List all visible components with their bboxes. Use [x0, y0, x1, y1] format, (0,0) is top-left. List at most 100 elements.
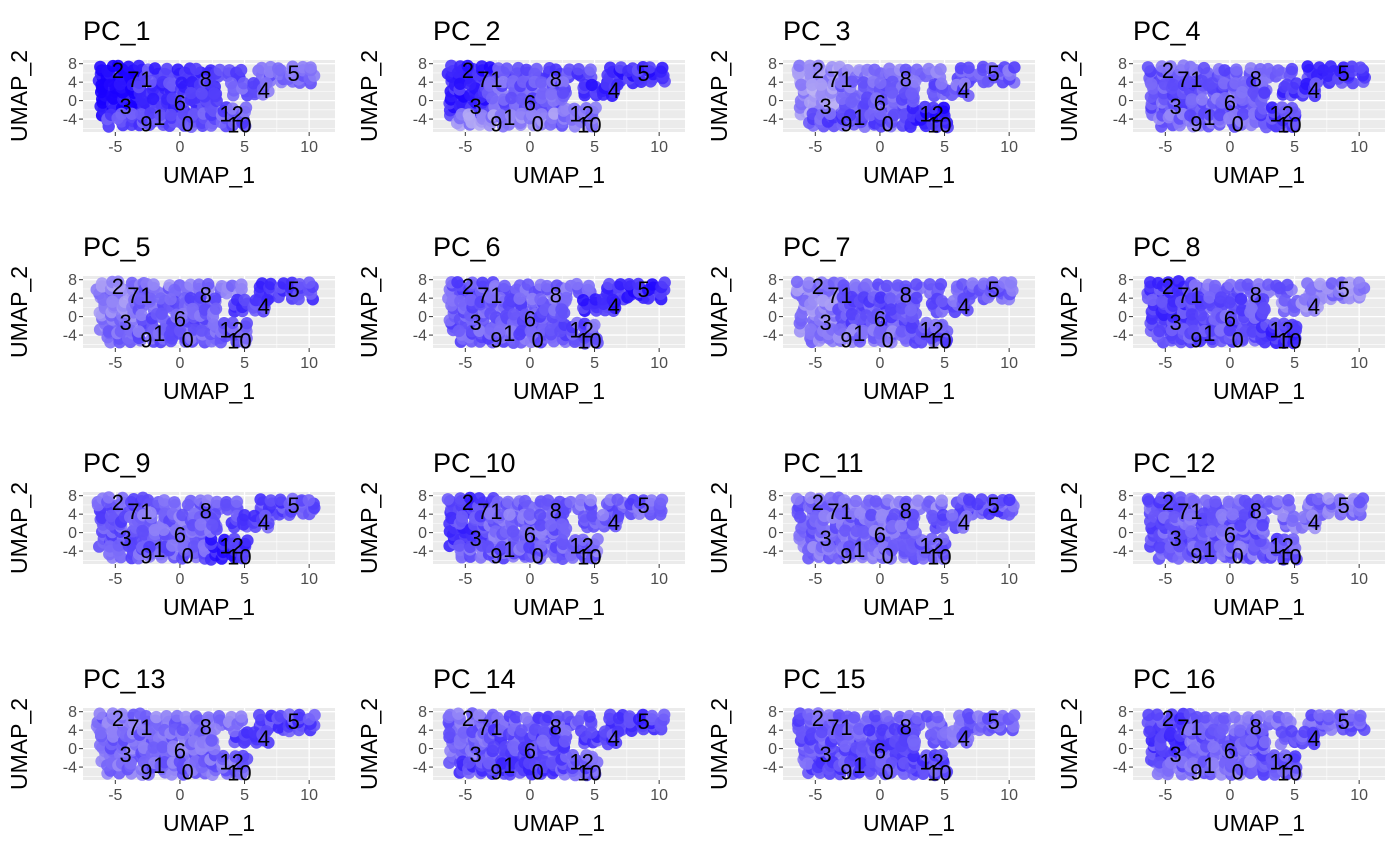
- y-axis-title: UMAP_2: [6, 50, 32, 142]
- x-tick-label: 0: [1225, 355, 1234, 372]
- cell-point: [135, 93, 148, 107]
- cell-point: [884, 303, 898, 316]
- y-axis-title: UMAP_2: [706, 482, 732, 574]
- cluster-label: 7: [1177, 499, 1189, 524]
- y-axis-title: UMAP_2: [356, 50, 382, 142]
- cell-point: [115, 107, 128, 121]
- x-tick-label: 10: [300, 355, 318, 372]
- cluster-label: 7: [127, 67, 139, 92]
- x-tick-label: -5: [458, 571, 472, 588]
- cluster-label: 1: [840, 283, 852, 308]
- cell-point: [910, 278, 923, 291]
- cluster-label: 1: [853, 537, 865, 562]
- panel-title: PC_6: [433, 232, 501, 262]
- cell-point: [656, 61, 669, 75]
- cluster-label: 10: [1277, 113, 1301, 138]
- cell-point: [884, 292, 897, 305]
- cell-point: [549, 63, 562, 76]
- cell-point: [519, 711, 533, 725]
- cluster-label: 10: [227, 113, 251, 138]
- cell-point: [934, 278, 948, 291]
- y-tick-label: 0: [68, 93, 77, 110]
- y-tick-label: 8: [768, 56, 777, 73]
- panel-title: PC_11: [783, 448, 864, 478]
- cluster-label: 1: [153, 537, 165, 562]
- cell-point: [1005, 276, 1018, 289]
- cell-point: [1206, 77, 1219, 90]
- x-tick-label: -5: [458, 787, 472, 804]
- cell-point: [208, 87, 221, 100]
- cell-point: [166, 92, 179, 105]
- cluster-label: 2: [112, 58, 124, 83]
- cluster-label: 7: [1177, 67, 1189, 92]
- y-tick-label: 0: [68, 525, 77, 542]
- cluster-label: 10: [227, 761, 251, 786]
- cluster-label: 3: [470, 310, 482, 335]
- panel-title: PC_15: [783, 664, 866, 694]
- cell-point: [235, 278, 248, 291]
- x-tick-label: -5: [808, 139, 822, 156]
- cell-point: [463, 78, 477, 91]
- y-tick-label: 0: [418, 741, 427, 758]
- cluster-label: 4: [608, 78, 620, 103]
- cell-point: [148, 62, 162, 75]
- cluster-label: 7: [127, 499, 139, 524]
- cluster-label: 8: [900, 714, 912, 739]
- cluster-label: 1: [1203, 321, 1215, 346]
- y-tick-label: 0: [768, 741, 777, 758]
- cluster-label: 1: [140, 499, 152, 524]
- cell-point: [1234, 292, 1248, 306]
- cluster-label: 9: [840, 328, 852, 353]
- cell-point: [136, 524, 149, 538]
- cell-point: [308, 708, 321, 722]
- y-tick-label: -4: [63, 544, 77, 561]
- cluster-label: 10: [1277, 329, 1301, 354]
- x-axis-title: UMAP_1: [513, 378, 605, 404]
- cluster-label: 0: [532, 112, 544, 137]
- y-tick-label: 8: [68, 704, 77, 721]
- cluster-label: 0: [1232, 328, 1244, 353]
- cluster-label: 8: [200, 66, 212, 91]
- cell-point: [1353, 276, 1366, 289]
- y-tick-label: 4: [768, 291, 777, 308]
- cell-point: [1301, 60, 1314, 73]
- cell-point: [556, 86, 570, 99]
- y-tick-label: 8: [768, 704, 777, 721]
- cluster-label: 2: [1162, 274, 1174, 299]
- cell-point: [146, 92, 160, 106]
- cell-point: [885, 86, 899, 99]
- x-tick-label: 0: [175, 571, 184, 588]
- x-axis-title: UMAP_1: [513, 810, 605, 836]
- x-tick-label: -5: [108, 571, 122, 588]
- cell-point: [611, 493, 624, 506]
- y-axis-title: UMAP_2: [6, 698, 32, 790]
- x-tick-label: 0: [875, 355, 884, 372]
- cell-point: [163, 77, 176, 90]
- cluster-label: 10: [927, 761, 951, 786]
- cluster-label: 6: [524, 90, 536, 115]
- cell-point: [304, 61, 317, 74]
- panel-title: PC_12: [1133, 448, 1216, 478]
- cell-point: [793, 59, 806, 72]
- x-tick-label: 0: [525, 139, 534, 156]
- cell-point: [1141, 493, 1155, 506]
- x-axis-title: UMAP_1: [163, 594, 255, 620]
- y-tick-label: 8: [1118, 488, 1127, 505]
- y-tick-label: -4: [763, 328, 777, 345]
- y-tick-label: 4: [68, 75, 77, 92]
- cluster-label: 3: [120, 94, 132, 119]
- cell-point: [1235, 86, 1249, 99]
- cell-point: [1145, 77, 1158, 91]
- y-axis-title: UMAP_2: [356, 266, 382, 358]
- cluster-label: 4: [958, 78, 970, 103]
- x-tick-label: 0: [875, 787, 884, 804]
- cluster-label: 1: [1190, 283, 1202, 308]
- cluster-label: 4: [608, 294, 620, 319]
- cell-point: [1354, 61, 1367, 74]
- cluster-label: 0: [182, 760, 194, 785]
- y-tick-label: -4: [63, 760, 77, 777]
- cell-point: [237, 77, 250, 90]
- cell-point: [1008, 709, 1021, 722]
